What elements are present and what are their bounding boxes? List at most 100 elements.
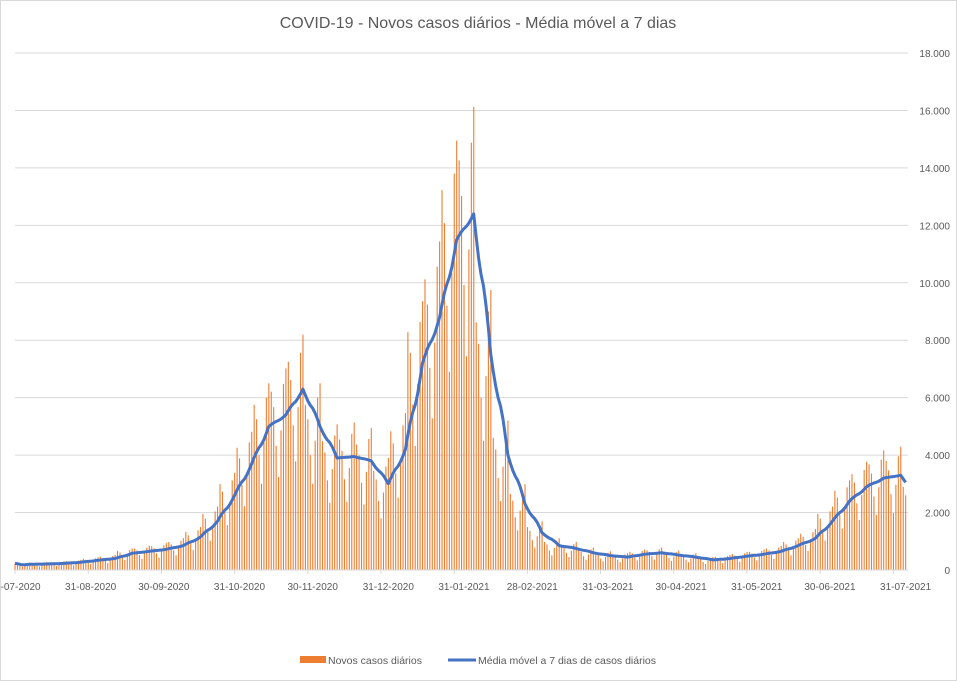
daily-cases-bar (185, 532, 187, 570)
daily-cases-bar (348, 467, 350, 570)
daily-cases-bar (382, 492, 385, 570)
daily-cases-bar (38, 566, 40, 570)
daily-cases-bar (590, 549, 592, 570)
daily-cases-bar (787, 550, 790, 570)
daily-cases-bar (695, 553, 697, 570)
daily-cases-bar (600, 558, 602, 570)
daily-cases-bar (373, 470, 375, 570)
daily-cases-bar (509, 494, 511, 570)
daily-cases-bar (31, 563, 33, 570)
daily-cases-bar (604, 557, 607, 570)
daily-cases-bar (404, 413, 406, 570)
daily-cases-bar (99, 556, 101, 570)
daily-cases-bar (80, 559, 82, 570)
x-axis: 31-07-2020 31-08-2020 30-09-2020 31-10-2020… (0, 569, 932, 593)
daily-cases-bar (90, 564, 92, 570)
daily-cases-bar (199, 527, 202, 570)
daily-cases-bar (456, 140, 458, 570)
daily-cases-bar (70, 563, 72, 570)
daily-cases-bar (217, 506, 219, 570)
daily-cases-bar (502, 466, 504, 570)
daily-cases-bar (539, 525, 541, 570)
daily-cases-bar (46, 562, 48, 570)
daily-cases-bar (646, 550, 648, 570)
daily-cases-bar (829, 511, 831, 570)
daily-cases-bar (551, 555, 553, 570)
daily-cases-bar (534, 547, 536, 570)
daily-cases-bar (319, 383, 321, 570)
daily-cases-bar (487, 311, 489, 570)
daily-cases-bar (561, 545, 563, 570)
daily-cases-bar (853, 482, 855, 570)
daily-cases-bar (861, 495, 863, 570)
daily-cases-bar (766, 548, 768, 570)
daily-cases-bar (626, 553, 629, 570)
daily-cases-bar (470, 142, 472, 570)
daily-cases-bar (158, 557, 160, 570)
daily-cases-bar (746, 552, 748, 570)
daily-cases-bar (866, 461, 868, 570)
daily-cases-bar (43, 562, 45, 570)
daily-cases-bar (629, 551, 631, 570)
daily-cases-bar (146, 547, 148, 570)
daily-cases-bar (553, 548, 555, 570)
daily-cases-bar (846, 487, 848, 570)
daily-cases-bar (421, 301, 424, 570)
daily-cases-bar (805, 544, 807, 570)
x-tick-label: 30-06-2021 (804, 582, 856, 593)
legend: Novos casos diários Média móvel a 7 dias… (300, 655, 656, 667)
daily-cases-bar (104, 560, 106, 570)
daily-cases-bar (290, 380, 292, 570)
daily-cases-bar (295, 461, 297, 570)
daily-cases-bar (729, 555, 731, 570)
daily-cases-bar (248, 442, 250, 570)
daily-cases-bar (790, 555, 792, 570)
daily-cases-bar (297, 407, 299, 570)
daily-cases-bar (151, 546, 153, 570)
daily-cases-bar (114, 555, 116, 570)
daily-cases-bar (814, 528, 816, 570)
daily-cases-bar (168, 541, 170, 570)
daily-cases-bar (785, 544, 787, 570)
legend-swatch-daily (300, 656, 326, 663)
daily-cases-bar (812, 532, 814, 570)
daily-cases-bar (358, 455, 360, 570)
daily-cases-bar (380, 518, 382, 570)
daily-cases-bar (82, 558, 84, 570)
daily-cases-bar (126, 555, 128, 570)
chart-title: COVID-19 - Novos casos diários - Média m… (280, 15, 677, 32)
daily-cases-bar (631, 553, 633, 570)
daily-cases-bar (85, 559, 87, 570)
daily-cases-bar (107, 563, 109, 570)
daily-cases-bar (770, 555, 772, 570)
daily-cases-bar (490, 289, 492, 570)
daily-cases-bar (507, 420, 509, 570)
daily-cases-bar (51, 563, 53, 570)
daily-cases-bar (675, 552, 677, 570)
daily-cases-bar (224, 510, 226, 570)
daily-cases-bar (58, 564, 60, 570)
daily-cases-bar (243, 506, 245, 570)
daily-cases-bar (278, 476, 280, 570)
daily-cases-bar (531, 540, 533, 570)
daily-cases-bar (343, 479, 345, 570)
daily-cases-bar (365, 471, 367, 570)
daily-cases-bar (480, 397, 482, 570)
daily-cases-bar (536, 536, 538, 570)
daily-cases-bar (236, 447, 238, 570)
daily-cases-bar (136, 550, 138, 570)
daily-cases-bar (734, 555, 736, 570)
daily-cases-bar (831, 506, 833, 570)
daily-cases-bar (575, 541, 577, 570)
x-tick-label: 31-01-2021 (438, 582, 490, 593)
daily-cases-bar (234, 472, 236, 570)
daily-cases-bar (634, 557, 636, 570)
daily-cases-bar (736, 558, 738, 570)
daily-cases-bar (726, 556, 729, 570)
daily-cases-bar (19, 565, 21, 570)
daily-cases-bar (529, 530, 531, 570)
daily-cases-bar (229, 502, 231, 570)
daily-cases-bar (53, 564, 55, 570)
daily-cases-bar (299, 352, 302, 570)
daily-cases-bar (431, 418, 433, 570)
